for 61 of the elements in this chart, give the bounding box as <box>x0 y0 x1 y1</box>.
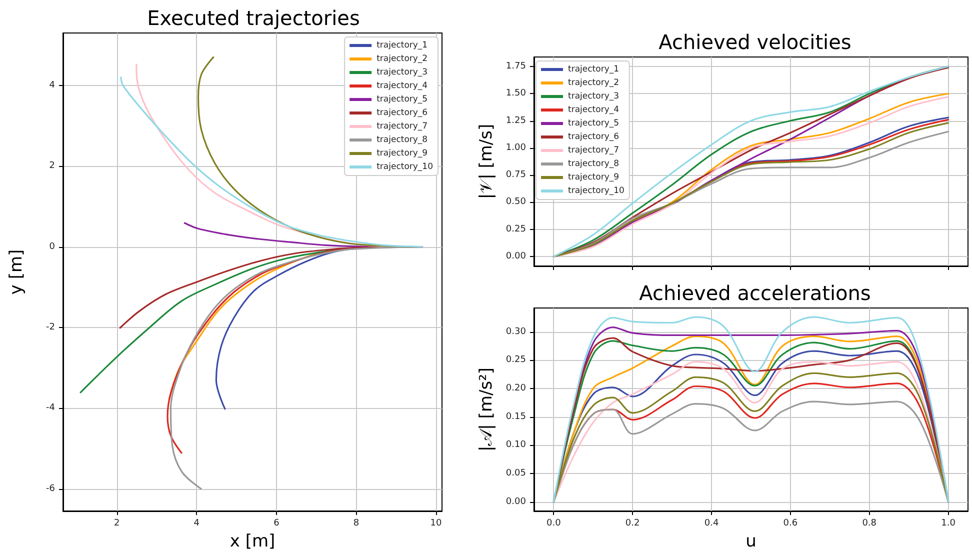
y-axis-title: y [m] <box>6 249 26 295</box>
x-tick-label: 4 <box>194 518 200 528</box>
y-tick-label: 0.00 <box>506 496 526 507</box>
y-tick-label: 0.25 <box>506 355 526 366</box>
y-tick-label: 1.25 <box>506 116 526 126</box>
y-tick-label: 0.10 <box>506 440 526 450</box>
legend-label: trajectory_4 <box>376 81 428 91</box>
legend-label: trajectory_1 <box>568 64 620 74</box>
legend-label: trajectory_5 <box>376 94 428 104</box>
x-tick-label: 10 <box>430 518 442 528</box>
x-tick-label: 6 <box>274 518 280 528</box>
y-tick-label: 0.30 <box>506 326 526 337</box>
x-tick-label: 1.0 <box>941 518 956 528</box>
y-tick-label: 0.20 <box>506 384 526 394</box>
y-tick-label: 0.15 <box>506 412 526 422</box>
legend-label: trajectory_6 <box>568 132 620 142</box>
y-axis-title: |𝒜| [m/s²] <box>476 367 496 452</box>
y-tick-label: 0.05 <box>506 468 526 479</box>
legend-label: trajectory_3 <box>568 92 620 102</box>
x-tick-label: 0.2 <box>625 518 640 528</box>
line-series <box>632 92 950 222</box>
legend-label: trajectory_4 <box>568 105 620 115</box>
legend-label: trajectory_9 <box>568 172 620 182</box>
y-tick-label: -2 <box>46 322 55 332</box>
y-tick-label: 1.75 <box>506 62 526 72</box>
x-tick-label: 0.0 <box>546 518 562 528</box>
legend-label: trajectory_9 <box>376 148 428 158</box>
y-tick-label: 4 <box>49 80 56 90</box>
legend-label: trajectory_5 <box>568 118 620 128</box>
chart-title: Achieved velocities <box>658 30 852 54</box>
legend-label: trajectory_2 <box>568 78 620 88</box>
x-tick-label: 0.4 <box>704 518 719 528</box>
y-tick-label: 0 <box>49 242 56 252</box>
y-tick-label: 0.75 <box>506 170 526 180</box>
legend-label: trajectory_10 <box>376 162 434 172</box>
y-axis-title: |𝒱| [m/s] <box>476 124 496 200</box>
y-tick-label: 1.00 <box>506 142 526 153</box>
legend-label: trajectory_7 <box>376 122 428 132</box>
y-tick-label: 0.00 <box>506 252 526 262</box>
y-tick-label: 0.25 <box>506 224 526 234</box>
x-tick-label: 0.8 <box>862 518 877 528</box>
x-tick-label: 0.6 <box>783 518 798 528</box>
y-tick-label: 1.50 <box>506 88 526 99</box>
y-tick-label: -6 <box>46 484 56 494</box>
legend-label: trajectory_2 <box>376 54 428 64</box>
y-tick-label: -4 <box>46 403 56 414</box>
legend-label: trajectory_1 <box>376 40 428 50</box>
y-tick-label: 0.50 <box>506 197 526 208</box>
legend-label: trajectory_6 <box>376 108 428 118</box>
x-tick-label: 8 <box>353 518 360 528</box>
legend-label: trajectory_8 <box>376 135 428 145</box>
y-tick-label: 2 <box>49 161 55 172</box>
x-axis-title: u <box>746 532 756 552</box>
legend-label: trajectory_7 <box>568 146 620 156</box>
chart-title: Achieved accelerations <box>639 281 871 305</box>
legend-label: trajectory_3 <box>376 68 428 78</box>
x-axis-title: x [m] <box>230 532 276 552</box>
legend-label: trajectory_10 <box>568 186 624 196</box>
legend-label: trajectory_8 <box>568 159 620 169</box>
chart-title: Executed trajectories <box>147 6 360 30</box>
x-tick-label: 2 <box>114 518 120 528</box>
